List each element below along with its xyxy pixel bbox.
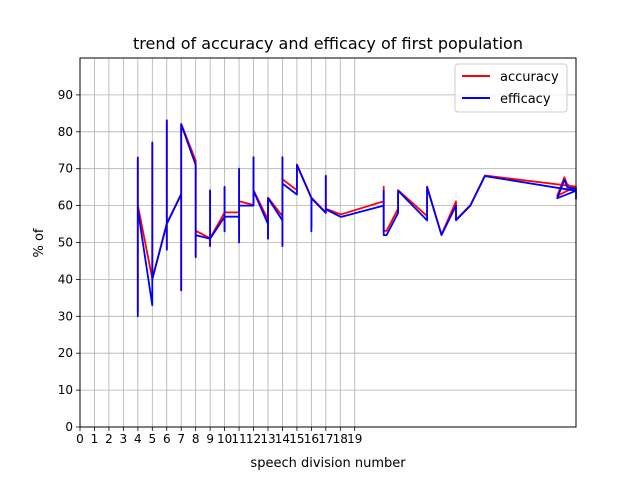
x-tick-label: 0 — [76, 432, 84, 446]
x-tick-label: 16 — [304, 432, 319, 446]
y-tick-label: 20 — [58, 346, 73, 360]
y-tick-label: 0 — [65, 420, 73, 434]
x-tick-label: 7 — [177, 432, 185, 446]
x-tick-label: 17 — [318, 432, 333, 446]
y-tick-label: 10 — [58, 383, 73, 397]
y-tick-label: 60 — [58, 199, 73, 213]
x-tick-label: 9 — [206, 432, 214, 446]
y-axis-ticks: 0 10 20 30 40 50 60 70 80 90 — [58, 88, 80, 434]
x-tick-label: 8 — [192, 432, 200, 446]
x-tick-label: 2 — [105, 432, 113, 446]
y-tick-label: 80 — [58, 125, 73, 139]
series-line-efficacy — [136, 119, 577, 318]
y-tick-label: 40 — [58, 272, 73, 286]
x-tick-label: 14 — [275, 432, 290, 446]
y-axis-label: % of — [32, 228, 47, 257]
x-tick-label: 3 — [120, 432, 128, 446]
y-tick-label: 90 — [58, 88, 73, 102]
y-tick-label: 30 — [58, 309, 73, 323]
x-tick-label: 12 — [246, 432, 261, 446]
x-tick-label: 6 — [163, 432, 171, 446]
x-tick-label: 15 — [289, 432, 304, 446]
x-axis-ticks: 0 1 2 3 4 5 6 7 8 9 10 11 12 13 14 15 16 17 18 19 — [76, 427, 362, 446]
y-tick-label: 70 — [58, 162, 73, 176]
chart-title: trend of accuracy and efficacy of first … — [133, 34, 523, 53]
x-tick-label: 5 — [148, 432, 156, 446]
plot-series — [136, 119, 578, 318]
x-tick-label: 19 — [347, 432, 362, 446]
x-tick-label: 18 — [333, 432, 348, 446]
legend-label-efficacy: efficacy — [500, 92, 551, 107]
x-tick-label: 11 — [231, 432, 246, 446]
x-tick-label: 4 — [134, 432, 142, 446]
y-tick-label: 50 — [58, 236, 73, 250]
legend: accuracy efficacy — [454, 63, 568, 113]
x-tick-label: 13 — [260, 432, 275, 446]
x-tick-label: 1 — [91, 432, 99, 446]
x-tick-label: 10 — [217, 432, 232, 446]
x-axis-label: speech division number — [250, 456, 406, 471]
legend-label-accuracy: accuracy — [500, 70, 559, 85]
